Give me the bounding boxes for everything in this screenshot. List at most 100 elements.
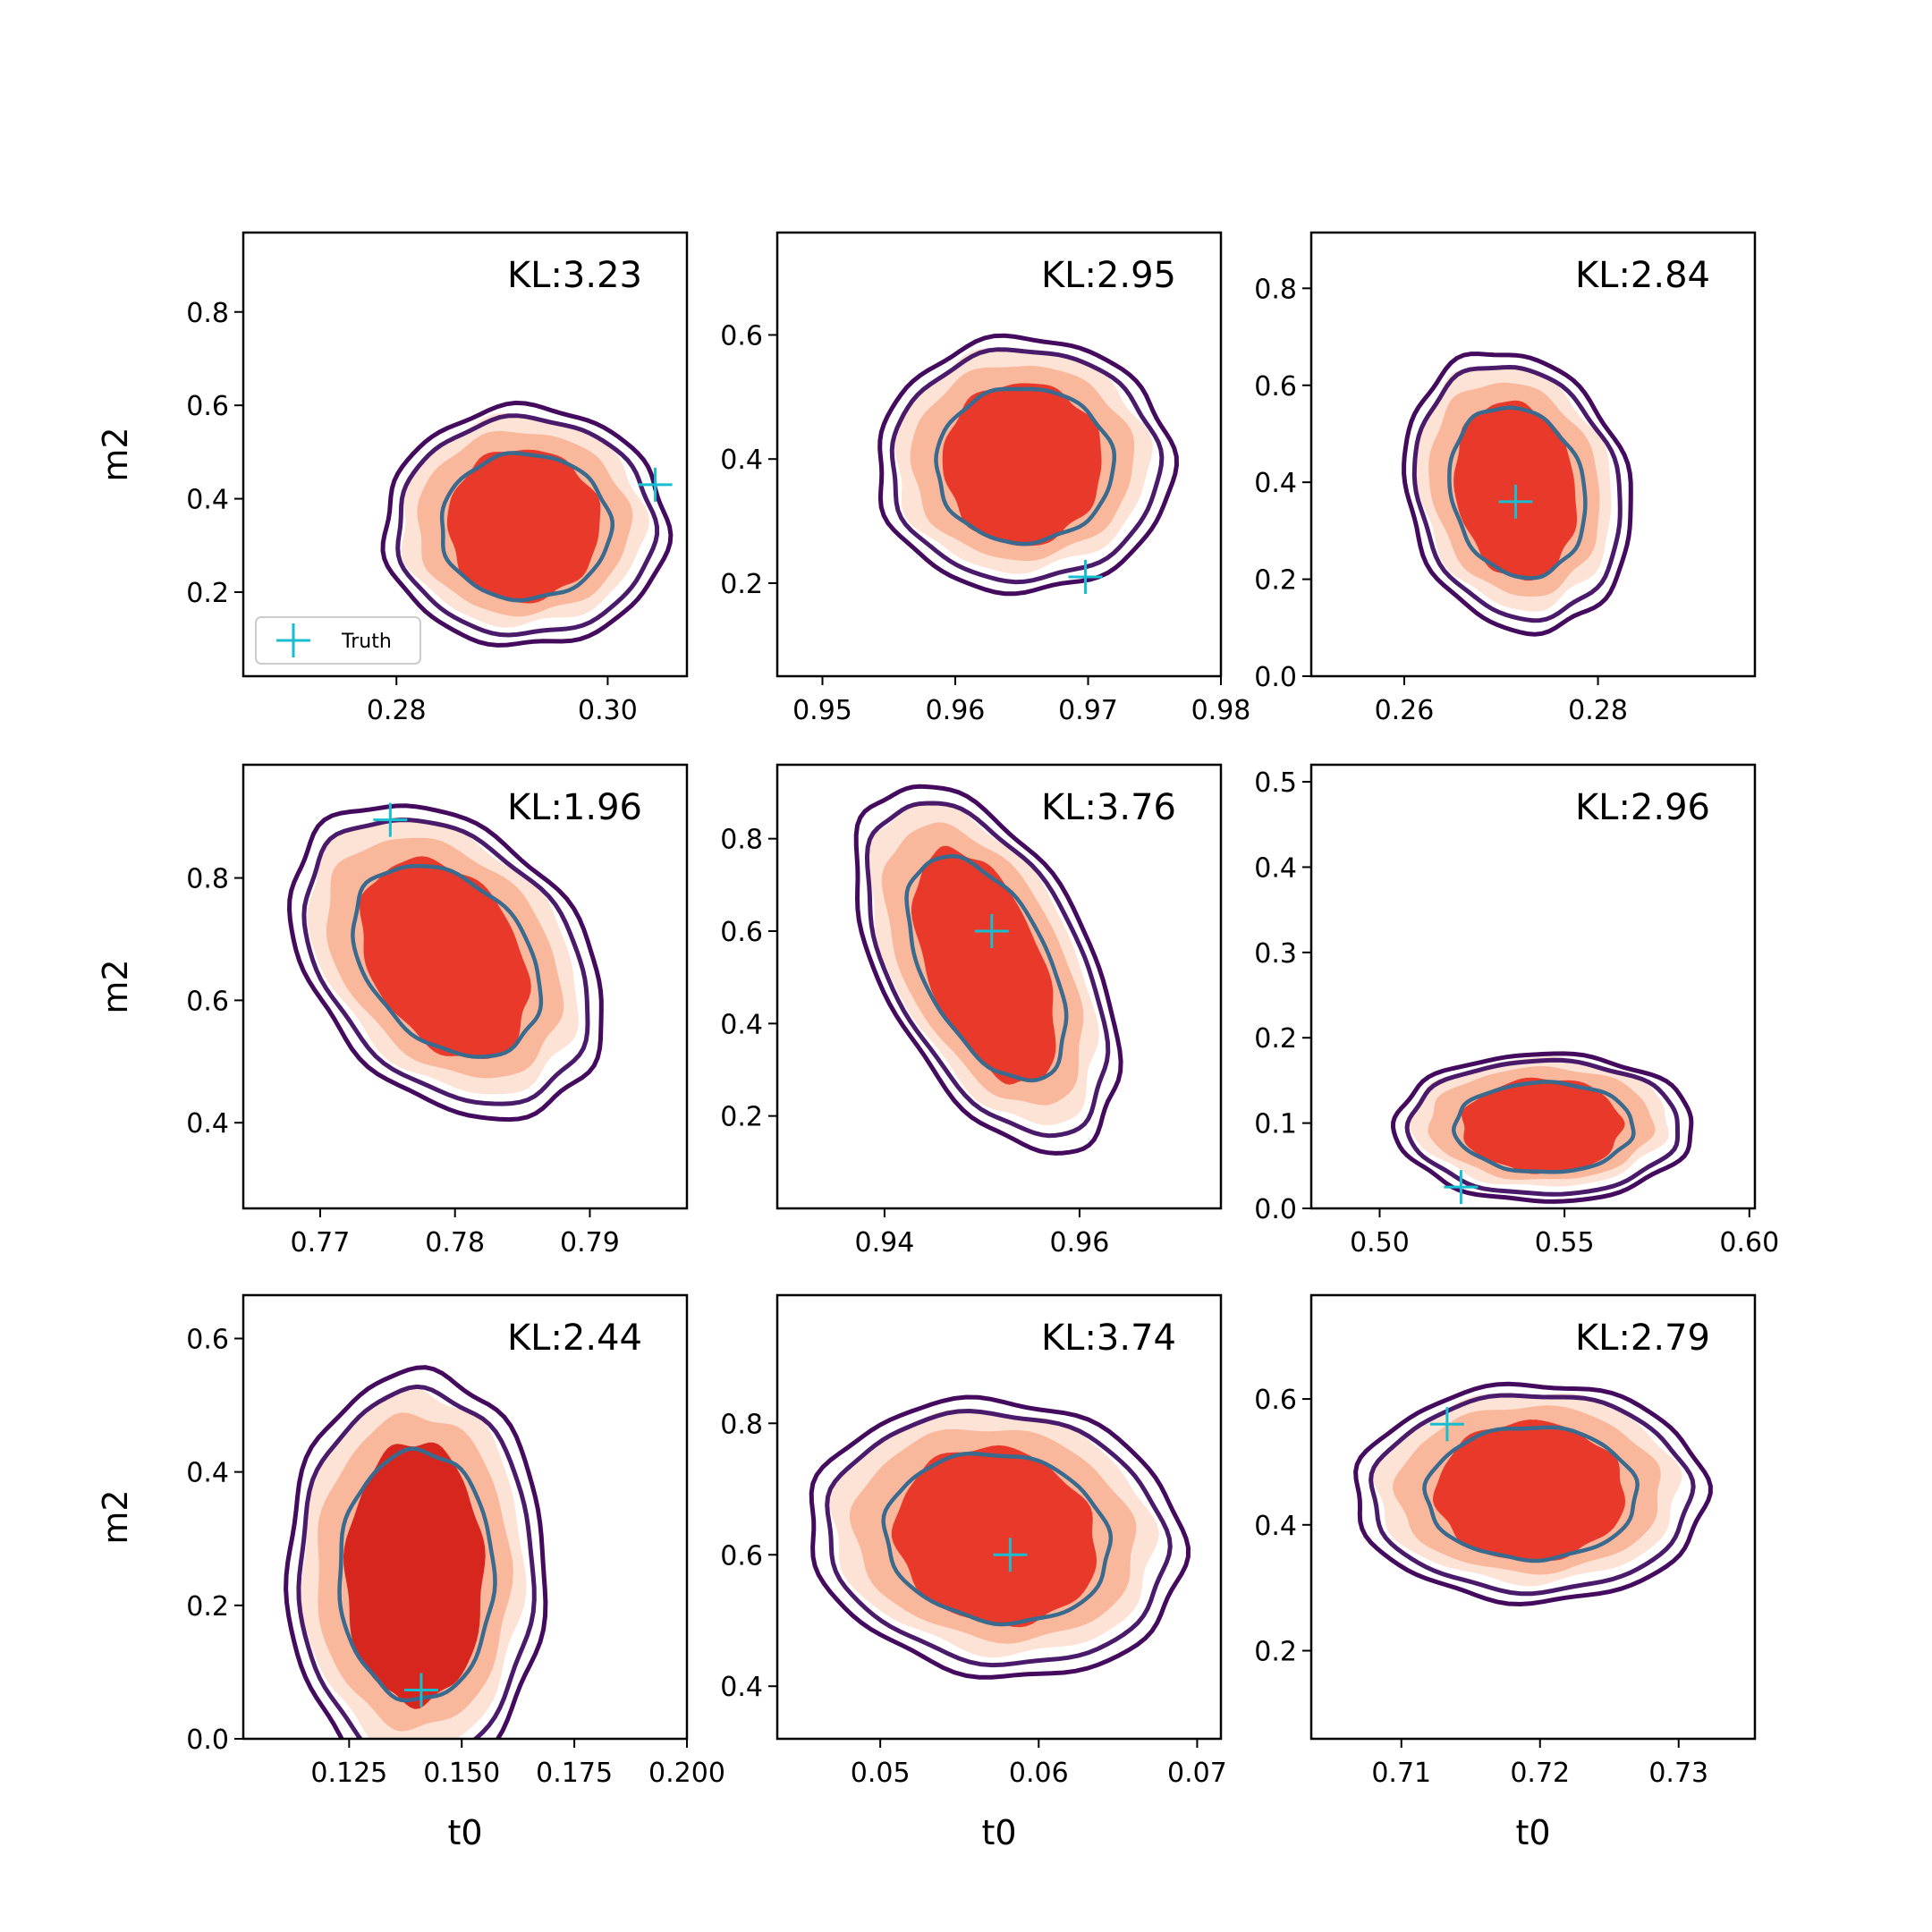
contour-line-middle xyxy=(301,818,590,1106)
kl-annotation: KL:3.74 xyxy=(1041,1318,1176,1359)
contour-line-middle xyxy=(395,413,660,638)
contour-line-outer xyxy=(853,784,1123,1156)
subplot-4: 0.94 0.96 0.2 0.4 0.6 0.8 KL:3.76 xyxy=(720,763,1223,1258)
y-tick-label: 0.6 xyxy=(186,1324,229,1355)
plot-area xyxy=(1390,1051,1694,1205)
density-fill-inner xyxy=(1433,1419,1626,1561)
y-tick-label: 0.6 xyxy=(1254,1385,1297,1416)
kl-annotation: KL:1.96 xyxy=(507,787,642,828)
x-axis-label: t0 xyxy=(981,1813,1016,1852)
contour-line-outer xyxy=(1402,352,1633,637)
y-axis-label: m2 xyxy=(96,959,135,1013)
x-tick-label: 0.175 xyxy=(536,1758,613,1789)
axes-frame xyxy=(1309,231,1757,678)
x-axis-label: t0 xyxy=(1515,1813,1550,1852)
legend: Truth xyxy=(255,616,421,665)
y-tick-label: 0.4 xyxy=(720,1672,763,1703)
axes-frame xyxy=(775,763,1223,1210)
x-tick-label: 0.78 xyxy=(425,1227,485,1258)
x-tick-label: 0.95 xyxy=(792,695,852,726)
y-axis-label: m2 xyxy=(96,427,135,481)
truth-marker xyxy=(403,1673,438,1707)
x-tick-label: 0.50 xyxy=(1350,1227,1410,1258)
contour-line-middle xyxy=(1368,1393,1696,1597)
y-tick-label: 0.3 xyxy=(1254,938,1297,970)
axes-frame xyxy=(242,1293,689,1741)
y-tick-label: 0.4 xyxy=(1254,468,1297,499)
y-tick-label: 0.2 xyxy=(720,569,763,600)
y-tick-label: 0.4 xyxy=(186,1108,229,1140)
y-tick-label: 0.8 xyxy=(720,1409,763,1440)
axes-frame xyxy=(775,1293,1223,1741)
subplot-7: 0.05 0.06 0.07 0.4 0.6 0.8 KL:3.74 t0 xyxy=(720,1293,1227,1852)
truth-marker xyxy=(974,914,1009,948)
subplot-8: 0.71 0.72 0.73 0.2 0.4 0.6 KL:2.79 t0 xyxy=(1254,1293,1757,1852)
density-fill-inner xyxy=(911,845,1056,1085)
x-tick-label: 0.79 xyxy=(560,1227,620,1258)
x-tick-label: 0.125 xyxy=(310,1758,387,1789)
x-tick-label: 0.28 xyxy=(367,695,427,726)
contour-line-outer xyxy=(284,1365,548,1739)
x-tick-label: 0.07 xyxy=(1167,1758,1227,1789)
legend-marker xyxy=(276,623,310,657)
contour-line-middle xyxy=(1404,1057,1681,1197)
y-tick-label: 0.6 xyxy=(186,986,229,1017)
contour-line-inner xyxy=(1451,1080,1636,1174)
x-tick-label: 0.77 xyxy=(291,1227,351,1258)
subplot-2: 0.26 0.28 0.0 0.2 0.4 0.6 0.8 KL:2.84 xyxy=(1254,231,1757,726)
plot-area xyxy=(380,400,674,648)
kl-annotation: KL:2.95 xyxy=(1041,255,1176,296)
contour-line-outer xyxy=(380,400,674,648)
y-tick-label: 0.4 xyxy=(186,1458,229,1489)
plot-area xyxy=(877,333,1180,597)
x-tick-label: 0.73 xyxy=(1648,1758,1708,1789)
x-tick-label: 0.98 xyxy=(1191,695,1251,726)
x-tick-label: 0.97 xyxy=(1058,695,1118,726)
x-tick-label: 0.60 xyxy=(1719,1227,1779,1258)
contour-line-outer xyxy=(1390,1051,1694,1204)
y-tick-label: 0.4 xyxy=(720,445,763,476)
contour-line-outer xyxy=(1353,1381,1713,1607)
plot-area xyxy=(284,1365,548,1739)
subplot-5: 0.50 0.55 0.60 0.0 0.1 0.2 0.3 0.4 0.5 KL:2.96 xyxy=(1254,763,1779,1258)
plot-area xyxy=(1353,1381,1713,1607)
axes-frame xyxy=(242,763,689,1210)
contour-line-outer xyxy=(809,1394,1191,1680)
x-tick-label: 0.30 xyxy=(578,695,638,726)
contour-line-inner xyxy=(351,863,544,1059)
density-fill-inner xyxy=(343,1442,486,1709)
truth-marker xyxy=(1429,1407,1464,1442)
contour-line-inner xyxy=(881,1451,1114,1627)
truth-marker xyxy=(1068,560,1103,595)
contour-line-inner xyxy=(1422,1425,1640,1563)
legend-box xyxy=(255,616,421,665)
legend-label: Truth xyxy=(341,631,392,653)
plot-area xyxy=(853,784,1123,1156)
subplot-1: 0.95 0.96 0.97 0.98 0.2 0.4 0.6 KL:2.95 xyxy=(720,231,1251,726)
x-tick-label: 0.55 xyxy=(1535,1227,1595,1258)
x-tick-label: 0.150 xyxy=(423,1758,500,1789)
y-tick-label: 0.0 xyxy=(1254,1194,1297,1225)
y-tick-label: 0.6 xyxy=(186,391,229,422)
y-tick-label: 0.2 xyxy=(186,578,229,609)
x-tick-label: 0.28 xyxy=(1568,695,1628,726)
contour-line-inner xyxy=(439,451,614,603)
density-fill-inner xyxy=(1462,1077,1625,1174)
y-axis-label: m2 xyxy=(96,1489,135,1544)
subplot-0: 0.28 0.30 0.2 0.4 0.6 0.8 KL:3.23 m2 Truth xyxy=(96,231,689,726)
contour-line-middle xyxy=(1411,364,1623,623)
subplot-3: 0.77 0.78 0.79 0.4 0.6 0.8 KL:1.96 m2 xyxy=(96,763,689,1258)
contour-line-outer xyxy=(286,803,604,1123)
y-tick-label: 0.6 xyxy=(720,320,763,352)
truth-marker xyxy=(373,802,408,837)
x-axis-label: t0 xyxy=(447,1813,482,1852)
y-tick-label: 0.4 xyxy=(1254,852,1297,884)
truth-marker xyxy=(638,467,673,502)
axes-frame xyxy=(775,231,1223,678)
y-tick-label: 0.0 xyxy=(1254,662,1297,693)
contour-line-middle xyxy=(889,347,1165,585)
y-tick-label: 0.8 xyxy=(186,864,229,895)
x-tick-label: 0.96 xyxy=(1050,1227,1110,1258)
